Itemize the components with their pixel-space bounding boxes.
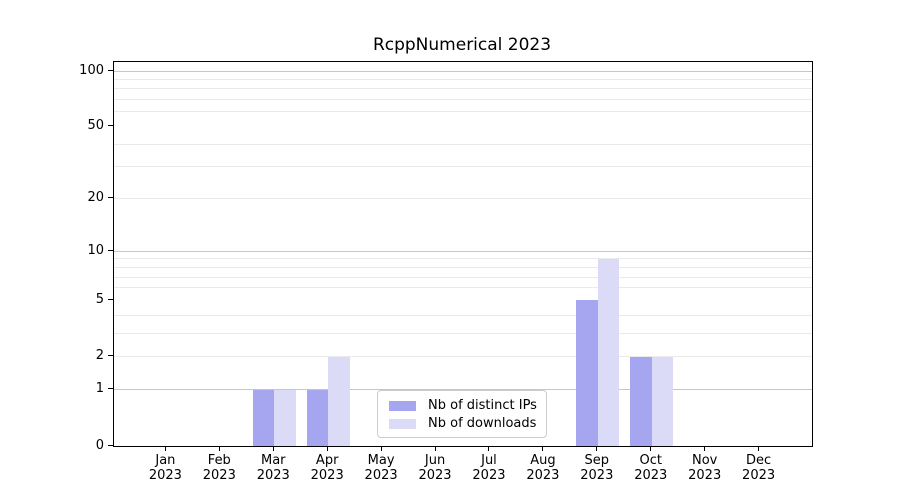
y-tick-label: 1 <box>95 381 104 397</box>
x-tick-mark <box>380 446 382 451</box>
gridline-minor <box>114 166 812 168</box>
x-tick-mark <box>758 446 760 451</box>
gridline-minor <box>114 266 812 268</box>
x-tick-month: Mar <box>260 453 286 468</box>
y-tick-label: 50 <box>87 118 104 134</box>
x-tick-month: Feb <box>207 453 231 468</box>
gridline-minor <box>114 356 812 358</box>
gridline-minor <box>114 287 812 289</box>
x-tick-year: 2023 <box>310 468 344 483</box>
x-tick-year: 2023 <box>580 468 614 483</box>
y-tick-label: 100 <box>79 62 104 78</box>
x-tick-year: 2023 <box>688 468 722 483</box>
bar-downloads <box>651 356 674 446</box>
gridline-minor <box>114 332 812 334</box>
x-tick-mark <box>326 446 328 451</box>
x-tick-label: Nov 2023 <box>673 453 737 483</box>
y-tick-label: 0 <box>95 437 104 453</box>
gridline-minor <box>114 258 812 260</box>
x-tick-month: Nov <box>691 453 718 468</box>
x-tick-year: 2023 <box>472 468 506 483</box>
bar-ips <box>306 389 329 446</box>
y-tick-mark <box>108 249 113 251</box>
y-tick-mark <box>108 444 113 446</box>
x-tick-year: 2023 <box>742 468 776 483</box>
bar-ips <box>252 389 275 446</box>
x-tick-label: Oct 2023 <box>619 453 683 483</box>
x-tick-mark <box>650 446 652 451</box>
x-tick-year: 2023 <box>364 468 398 483</box>
chart-title: RcppNumerical 2023 <box>372 35 552 55</box>
y-tick-mark <box>108 298 113 300</box>
y-tick-mark <box>108 197 113 199</box>
x-tick-month: Dec <box>746 453 772 468</box>
x-tick-mark <box>542 446 544 451</box>
x-tick-mark <box>272 446 274 451</box>
gridline-major <box>114 70 812 72</box>
x-tick-month: Apr <box>315 453 339 468</box>
gridline-minor <box>114 143 812 145</box>
bar-downloads <box>597 258 620 446</box>
x-tick-year: 2023 <box>202 468 236 483</box>
legend-label-downloads: Nb of downloads <box>428 416 537 431</box>
gridline-minor <box>114 78 812 80</box>
y-tick-label: 20 <box>87 190 104 206</box>
y-tick-mark <box>108 125 113 127</box>
x-tick-month: Jul <box>481 453 497 468</box>
legend-item-ips: Nb of distinct IPs <box>386 397 538 414</box>
bar-ips <box>630 356 652 446</box>
x-tick-year: 2023 <box>148 468 182 483</box>
gridline-minor <box>114 276 812 278</box>
y-tick-mark <box>108 69 113 71</box>
y-tick-label: 5 <box>95 291 104 307</box>
y-tick-label: 10 <box>87 242 104 258</box>
bar-downloads <box>274 389 296 446</box>
x-tick-label: Jul 2023 <box>457 453 521 483</box>
x-tick-label: Apr 2023 <box>295 453 359 483</box>
x-tick-mark <box>596 446 598 451</box>
x-tick-label: Mar 2023 <box>241 453 305 483</box>
x-tick-mark <box>704 446 706 451</box>
y-tick-mark <box>108 388 113 390</box>
gridline-minor <box>114 88 812 90</box>
x-tick-month: Oct <box>639 453 662 468</box>
legend-label-ips: Nb of distinct IPs <box>428 398 537 413</box>
legend-swatch-downloads <box>389 418 416 429</box>
x-tick-month: Jun <box>424 453 446 468</box>
gridline-minor <box>114 314 812 316</box>
legend: Nb of distinct IPs Nb of downloads <box>377 390 547 438</box>
legend-swatch-ips <box>389 400 416 411</box>
x-tick-year: 2023 <box>634 468 668 483</box>
y-tick-mark <box>108 355 113 357</box>
x-tick-month: Jan <box>155 453 176 468</box>
y-tick-label: 2 <box>95 348 104 364</box>
x-tick-label: Jun 2023 <box>403 453 467 483</box>
x-tick-mark <box>434 446 436 451</box>
x-tick-label: Jan 2023 <box>133 453 197 483</box>
gridline-minor <box>114 198 812 200</box>
x-tick-mark <box>164 446 166 451</box>
gridline-minor <box>114 99 812 101</box>
x-tick-year: 2023 <box>256 468 290 483</box>
x-tick-month: May <box>367 453 395 468</box>
x-tick-mark <box>488 446 490 451</box>
x-tick-label: Feb 2023 <box>187 453 251 483</box>
x-tick-label: Dec 2023 <box>727 453 791 483</box>
x-tick-label: May 2023 <box>349 453 413 483</box>
x-tick-year: 2023 <box>418 468 452 483</box>
x-tick-month: Aug <box>530 453 556 468</box>
x-tick-label: Aug 2023 <box>511 453 575 483</box>
plot-area <box>113 61 813 447</box>
x-tick-label: Sep 2023 <box>565 453 629 483</box>
x-tick-month: Sep <box>584 453 610 468</box>
x-tick-year: 2023 <box>526 468 560 483</box>
bar-ips <box>576 300 598 446</box>
gridline-major <box>114 389 812 391</box>
legend-item-downloads: Nb of downloads <box>386 415 538 432</box>
gridline-major <box>114 250 812 252</box>
bar-downloads <box>328 356 350 446</box>
gridline-minor <box>114 111 812 113</box>
x-tick-mark <box>218 446 220 451</box>
